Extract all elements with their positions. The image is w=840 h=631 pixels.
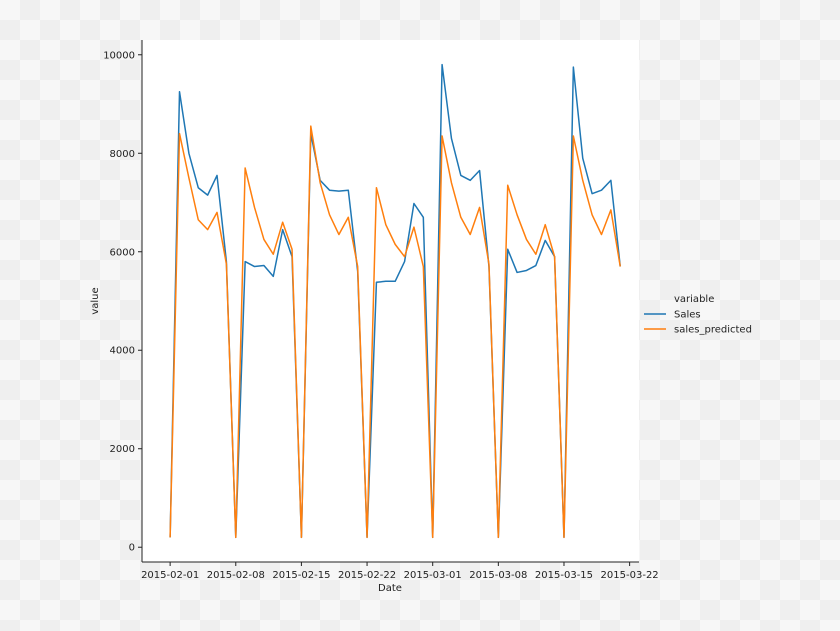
legend-label-sales-predicted: sales_predicted bbox=[674, 325, 752, 336]
x-tick-label: 2015-02-15 bbox=[272, 570, 330, 581]
y-tick-label: 10000 bbox=[103, 50, 135, 61]
x-tick-label: 2015-03-15 bbox=[535, 570, 593, 581]
legend-title: variable bbox=[674, 294, 714, 305]
y-ticks: 0 2000 4000 6000 8000 10000 bbox=[103, 50, 142, 554]
y-axis-label: value bbox=[90, 287, 101, 314]
legend-entries: Sales sales_predicted bbox=[644, 310, 752, 336]
series-line-sales-predicted bbox=[169, 125, 621, 539]
x-axis-label: Date bbox=[378, 583, 402, 594]
axes-layer bbox=[141, 40, 639, 563]
y-tick-label: 8000 bbox=[110, 149, 135, 160]
series-line-sales bbox=[169, 63, 621, 539]
y-tick-label: 2000 bbox=[110, 444, 135, 455]
legend-label-sales: Sales bbox=[674, 310, 701, 321]
legend: variable Sales sales_predicted bbox=[644, 294, 752, 336]
x-tick-label: 2015-02-01 bbox=[141, 570, 199, 581]
series-layer bbox=[169, 63, 621, 539]
x-tick-label: 2015-03-08 bbox=[469, 570, 527, 581]
x-tick-label: 2015-02-08 bbox=[207, 570, 265, 581]
x-tick-label: 2015-02-22 bbox=[338, 570, 396, 581]
x-tick-label: 2015-03-01 bbox=[404, 570, 462, 581]
y-tick-label: 4000 bbox=[110, 346, 135, 357]
x-ticks: 2015-02-01 2015-02-08 2015-02-15 2015-02-22… bbox=[141, 562, 659, 581]
x-tick-label: 2015-03-22 bbox=[601, 570, 659, 581]
y-tick-label: 0 bbox=[129, 543, 135, 554]
y-tick-label: 6000 bbox=[110, 247, 135, 258]
